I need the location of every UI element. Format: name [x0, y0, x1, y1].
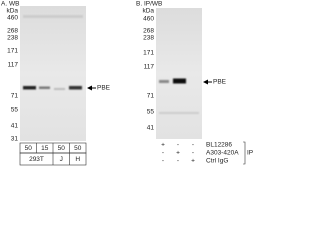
ip-bracket — [243, 141, 246, 165]
marker-label: 171 — [7, 48, 18, 55]
lane-label: 50 — [25, 145, 33, 152]
marker-label: 55 — [11, 107, 19, 114]
panel-title: B. IP/WB — [136, 1, 162, 8]
marker-label: 238 — [143, 35, 154, 42]
marker-label: 55 — [147, 109, 155, 116]
sign: - — [162, 158, 164, 165]
sign: - — [162, 150, 164, 157]
row-label: A303-420A — [206, 150, 239, 157]
sign: - — [192, 150, 194, 157]
group-label: 293T — [29, 156, 44, 163]
sign: + — [191, 158, 195, 165]
bands-a — [23, 15, 83, 90]
blot-b — [156, 8, 202, 139]
marker-label: 31 — [11, 136, 19, 143]
arrow-b — [203, 79, 208, 85]
marker-label: 268 — [143, 28, 154, 35]
ip-label: IP — [247, 150, 253, 157]
marker-label: 41 — [11, 123, 19, 130]
row-label: Ctrl IgG — [206, 158, 228, 165]
band-label: PBE — [213, 79, 227, 86]
group-label: H — [75, 156, 80, 163]
bands-b — [159, 78, 199, 114]
lane-label: 50 — [74, 145, 82, 152]
marker-label: 460 — [7, 15, 18, 22]
marker-label: 171 — [143, 50, 154, 57]
marker-label: 71 — [147, 93, 155, 100]
sign: - — [177, 158, 179, 165]
row-label: BL12286 — [206, 142, 232, 149]
marker-label: 71 — [11, 93, 19, 100]
marker-label: 117 — [8, 62, 19, 69]
sign: - — [192, 142, 194, 149]
marker-label: 460 — [143, 16, 154, 23]
unit-label: kDa — [142, 8, 154, 15]
blot-a — [20, 6, 86, 141]
arrow-a — [87, 85, 92, 91]
marker-label: 268 — [7, 28, 18, 35]
sign: + — [176, 150, 180, 157]
lane-label: 15 — [41, 145, 49, 152]
marker-label: 117 — [144, 64, 155, 71]
lane-label: 50 — [58, 145, 66, 152]
sign: + — [161, 142, 165, 149]
band-label: PBE — [97, 85, 111, 92]
unit-label: kDa — [6, 8, 18, 15]
panel-title: A. WB — [1, 1, 19, 8]
sign: - — [177, 142, 179, 149]
marker-label: 238 — [7, 35, 18, 42]
marker-label: 41 — [147, 125, 155, 132]
group-label: J — [60, 156, 63, 163]
lane-table — [19, 142, 87, 166]
